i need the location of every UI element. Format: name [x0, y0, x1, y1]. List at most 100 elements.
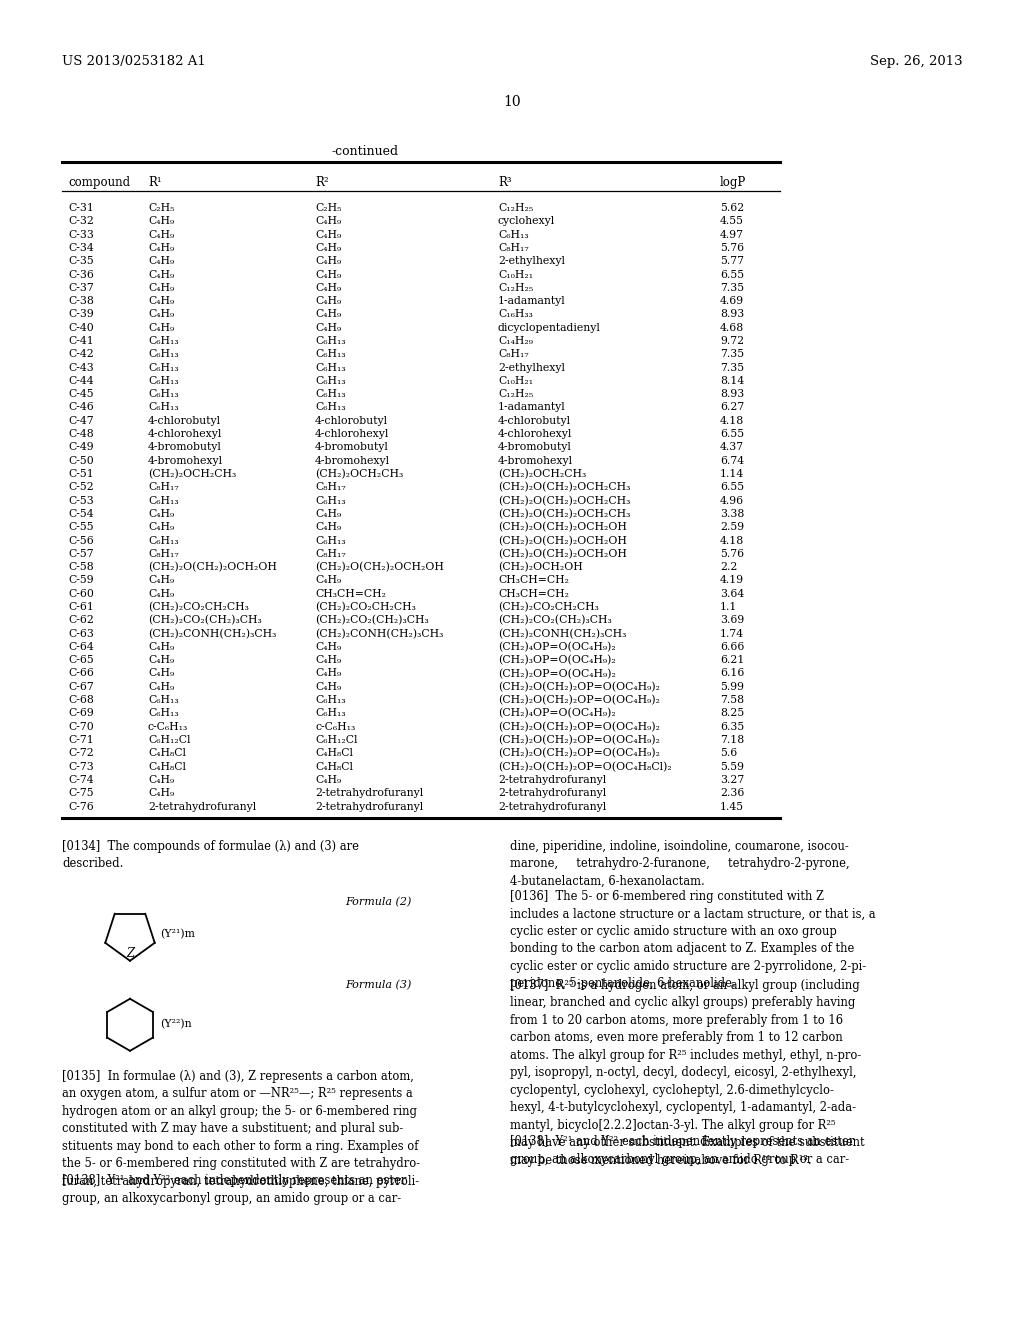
Text: C₁₂H₂₅: C₁₂H₂₅ — [498, 203, 534, 213]
Text: C₆H₁₃: C₆H₁₃ — [315, 389, 346, 399]
Text: 2-tetrahydrofuranyl: 2-tetrahydrofuranyl — [315, 788, 423, 799]
Text: [0138]  Y²¹ and Y²² each independently represents an ester
group, an alkoxycarbo: [0138] Y²¹ and Y²² each independently re… — [62, 1175, 407, 1205]
Text: (CH₂)₃OP=O(OC₄H₉)₂: (CH₂)₃OP=O(OC₄H₉)₂ — [498, 655, 615, 665]
Text: (CH₂)₂OCH₂OH: (CH₂)₂OCH₂OH — [498, 562, 583, 573]
Text: 5.76: 5.76 — [720, 549, 744, 558]
Text: C₄H₉: C₄H₉ — [315, 256, 341, 267]
Text: C₄H₉: C₄H₉ — [315, 296, 341, 306]
Text: C-35: C-35 — [68, 256, 94, 267]
Text: C-33: C-33 — [68, 230, 94, 240]
Text: C₆H₁₃: C₆H₁₃ — [148, 403, 178, 412]
Text: 9.72: 9.72 — [720, 337, 744, 346]
Text: C₄H₉: C₄H₉ — [148, 282, 174, 293]
Text: 4.69: 4.69 — [720, 296, 744, 306]
Text: -continued: -continued — [332, 145, 398, 158]
Text: C₆H₁₃: C₆H₁₃ — [315, 696, 346, 705]
Text: 3.27: 3.27 — [720, 775, 744, 785]
Text: C₄H₉: C₄H₉ — [315, 655, 341, 665]
Text: (CH₂)₂CONH(CH₂)₃CH₃: (CH₂)₂CONH(CH₂)₃CH₃ — [148, 628, 276, 639]
Text: C-41: C-41 — [68, 337, 94, 346]
Text: R³: R³ — [498, 176, 512, 189]
Text: C₁₀H₂₁: C₁₀H₂₁ — [498, 376, 534, 385]
Text: [0135]  In formulae (λ) and (3), Z represents a carbon atom,
an oxygen atom, a s: [0135] In formulae (λ) and (3), Z repres… — [62, 1069, 420, 1188]
Text: C₆H₁₃: C₆H₁₃ — [148, 709, 178, 718]
Text: 4-chlorobutyl: 4-chlorobutyl — [315, 416, 388, 426]
Text: C-39: C-39 — [68, 309, 94, 319]
Text: C₁₄H₂₉: C₁₄H₂₉ — [498, 337, 534, 346]
Text: C-62: C-62 — [68, 615, 94, 626]
Text: C₂H₅: C₂H₅ — [148, 203, 174, 213]
Text: C-70: C-70 — [68, 722, 94, 731]
Text: (CH₂)₂O(CH₂)₂OCH₂CH₃: (CH₂)₂O(CH₂)₂OCH₂CH₃ — [498, 510, 631, 519]
Text: 5.62: 5.62 — [720, 203, 744, 213]
Text: C-48: C-48 — [68, 429, 94, 440]
Text: C₆H₁₃: C₆H₁₃ — [315, 495, 346, 506]
Text: C₈H₁₇: C₈H₁₇ — [148, 482, 179, 492]
Text: C₆H₁₃: C₆H₁₃ — [148, 350, 178, 359]
Text: (CH₂)₂O(CH₂)₂OCH₂OH: (CH₂)₂O(CH₂)₂OCH₂OH — [498, 549, 627, 560]
Text: C₆H₁₂Cl: C₆H₁₂Cl — [315, 735, 357, 744]
Text: 4-chlorobutyl: 4-chlorobutyl — [498, 416, 571, 426]
Text: C₄H₉: C₄H₉ — [148, 655, 174, 665]
Text: C₄H₉: C₄H₉ — [315, 576, 341, 585]
Text: (CH₂)₂CO₂CH₂CH₃: (CH₂)₂CO₂CH₂CH₃ — [498, 602, 599, 612]
Text: C-63: C-63 — [68, 628, 94, 639]
Text: C₄H₉: C₄H₉ — [315, 510, 341, 519]
Text: 7.18: 7.18 — [720, 735, 744, 744]
Text: (CH₂)₄OP=O(OC₄H₉)₂: (CH₂)₄OP=O(OC₄H₉)₂ — [498, 709, 615, 718]
Text: 4.37: 4.37 — [720, 442, 744, 453]
Text: C₄H₉: C₄H₉ — [315, 282, 341, 293]
Text: 6.74: 6.74 — [720, 455, 744, 466]
Text: 7.35: 7.35 — [720, 350, 744, 359]
Text: 4.96: 4.96 — [720, 495, 744, 506]
Text: 4-chlorobutyl: 4-chlorobutyl — [148, 416, 221, 426]
Text: 5.77: 5.77 — [720, 256, 744, 267]
Text: [0137]  R²⁵ is a hydrogen atom, or an alkyl group (including
linear, branched an: [0137] R²⁵ is a hydrogen atom, or an alk… — [510, 979, 864, 1167]
Text: 4.18: 4.18 — [720, 416, 744, 426]
Text: C₄H₉: C₄H₉ — [315, 216, 341, 226]
Text: R²: R² — [315, 176, 329, 189]
Text: C-58: C-58 — [68, 562, 94, 572]
Text: C₆H₁₃: C₆H₁₃ — [315, 363, 346, 372]
Text: C₈H₁₇: C₈H₁₇ — [148, 549, 179, 558]
Text: (CH₂)₂O(CH₂)₂OCH₂OH: (CH₂)₂O(CH₂)₂OCH₂OH — [315, 562, 443, 573]
Text: C-36: C-36 — [68, 269, 94, 280]
Text: Sep. 26, 2013: Sep. 26, 2013 — [870, 55, 963, 69]
Text: C-60: C-60 — [68, 589, 94, 599]
Text: C₆H₁₃: C₆H₁₃ — [148, 696, 178, 705]
Text: C₄H₉: C₄H₉ — [148, 523, 174, 532]
Text: C₄H₉: C₄H₉ — [315, 230, 341, 240]
Text: C-56: C-56 — [68, 536, 94, 545]
Text: 4-bromobutyl: 4-bromobutyl — [148, 442, 222, 453]
Text: [0134]  The compounds of formulae (λ) and (3) are
described.: [0134] The compounds of formulae (λ) and… — [62, 840, 359, 870]
Text: [0136]  The 5- or 6-membered ring constituted with Z
includes a lactone structur: [0136] The 5- or 6-membered ring constit… — [510, 890, 876, 990]
Text: C₆H₁₂Cl: C₆H₁₂Cl — [148, 735, 190, 744]
Text: c-C₆H₁₃: c-C₆H₁₃ — [315, 722, 355, 731]
Text: C₄H₉: C₄H₉ — [148, 510, 174, 519]
Text: C-66: C-66 — [68, 668, 94, 678]
Text: C₄H₉: C₄H₉ — [148, 576, 174, 585]
Text: C-67: C-67 — [68, 682, 94, 692]
Text: logP: logP — [720, 176, 746, 189]
Text: 4-bromohexyl: 4-bromohexyl — [148, 455, 223, 466]
Text: C₄H₉: C₄H₉ — [148, 230, 174, 240]
Text: 7.58: 7.58 — [720, 696, 744, 705]
Text: C-46: C-46 — [68, 403, 94, 412]
Text: C₄H₉: C₄H₉ — [315, 269, 341, 280]
Text: C₄H₉: C₄H₉ — [148, 309, 174, 319]
Text: C-43: C-43 — [68, 363, 94, 372]
Text: 2.2: 2.2 — [720, 562, 737, 572]
Text: 4.68: 4.68 — [720, 322, 744, 333]
Text: C₄H₉: C₄H₉ — [315, 642, 341, 652]
Text: 4-chlorohexyl: 4-chlorohexyl — [498, 429, 572, 440]
Text: (CH₂)₂CONH(CH₂)₃CH₃: (CH₂)₂CONH(CH₂)₃CH₃ — [315, 628, 443, 639]
Text: C-42: C-42 — [68, 350, 94, 359]
Text: 1-adamantyl: 1-adamantyl — [498, 403, 565, 412]
Text: R¹: R¹ — [148, 176, 162, 189]
Text: C₄H₉: C₄H₉ — [315, 523, 341, 532]
Text: (Y²²)n: (Y²²)n — [160, 1019, 191, 1030]
Text: 8.93: 8.93 — [720, 389, 744, 399]
Text: cyclohexyl: cyclohexyl — [498, 216, 555, 226]
Text: C₈H₁₇: C₈H₁₇ — [498, 243, 528, 253]
Text: C-74: C-74 — [68, 775, 93, 785]
